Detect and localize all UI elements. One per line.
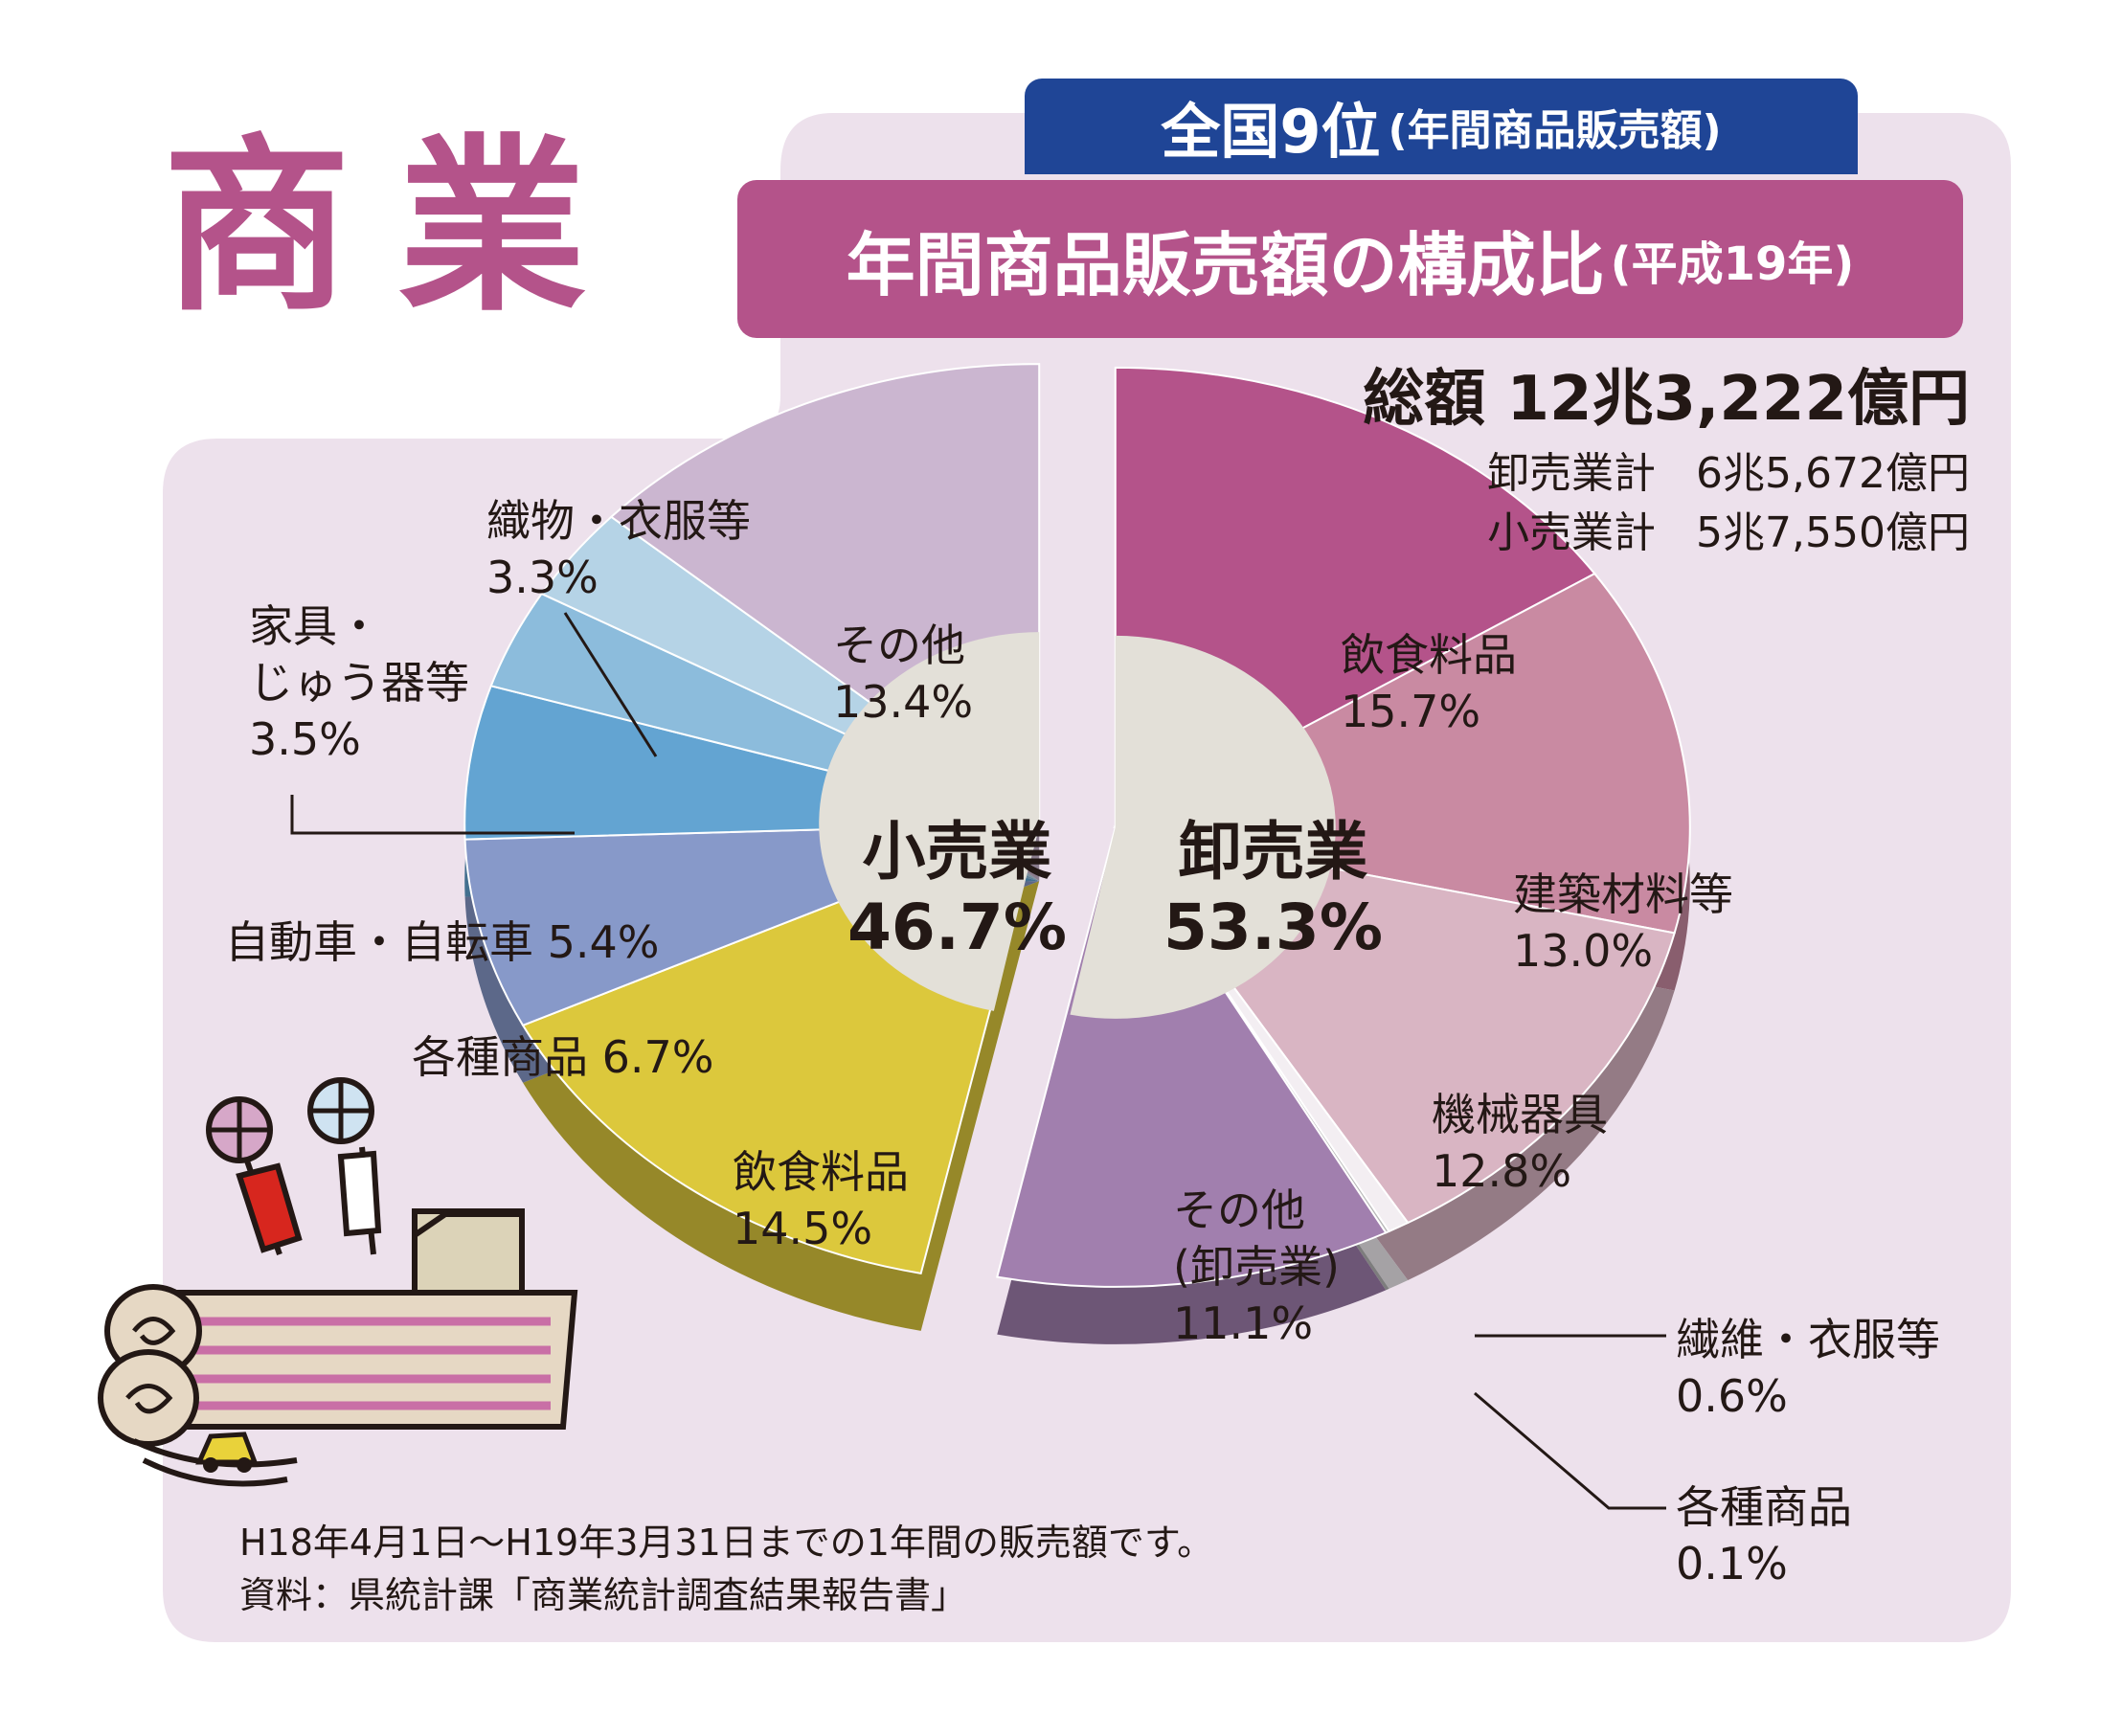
label-wholesale-food-name: 飲食料品 — [1341, 629, 1517, 681]
page-title: 商業 — [163, 119, 635, 337]
chart-subtitle: 年間商品販売額の構成比 — [846, 225, 1605, 305]
retail-subtotal: 小売業計 5兆7,550億円 — [1487, 498, 1970, 559]
label-retail-furniture-name: 家具・ — [249, 600, 381, 652]
label-wholesale-textile-name: 繊維・衣服等 — [1676, 1314, 1940, 1365]
label-wholesale-machine-name: 機械器具 — [1432, 1089, 1608, 1140]
label-retail-furniture-name-2: じゅう器等 — [249, 656, 469, 709]
label-wholesale-food-pct: 15.7% — [1341, 685, 1481, 737]
wholesale-group-percent: 53.3% — [1163, 891, 1383, 965]
label-retail-textile-pct: 3.3% — [486, 551, 599, 603]
label-wholesale-general: 各種商品 0.1% — [1676, 1479, 1852, 1592]
chart-subtitle-box: 年間商品販売額の構成比 (平成19年) — [737, 180, 1963, 338]
note-source: 資料：県統計課「商業統計調査結果報告書」 — [239, 1574, 968, 1616]
label-wholesale-other-pct: 11.1% — [1173, 1296, 1314, 1349]
label-retail-textile-name: 織物・衣服等 — [486, 495, 751, 547]
wholesale-subtotal-label: 卸売業計 — [1487, 449, 1657, 498]
label-wholesale-textile-pct: 0.6% — [1676, 1369, 1788, 1422]
label-wholesale-building: 建築材料等 13.0% — [1513, 867, 1733, 980]
label-retail-food: 飲食料品 14.5% — [733, 1144, 909, 1257]
label-wholesale-general-name: 各種商品 — [1676, 1481, 1852, 1533]
label-retail-furniture-pct: 3.5% — [249, 712, 361, 765]
label-wholesale-general-pct: 0.1% — [1676, 1537, 1788, 1589]
wholesale-subtotal: 卸売業計 6兆5,672億円 — [1487, 439, 1970, 500]
label-wholesale-other: その他 (卸売業) 11.1% — [1173, 1183, 1340, 1352]
pie-hub-group1 — [819, 632, 1040, 1011]
label-retail-auto: 自動車・自転車 5.4% — [225, 916, 660, 968]
retail-group-percent: 46.7% — [847, 891, 1067, 965]
wholesale-subtotal-value: 6兆5,672億円 — [1696, 449, 1970, 498]
rank-banner: 全国9位 (年間商品販売額) — [1025, 79, 1858, 174]
leader-lines — [290, 612, 1666, 1510]
note-period: H18年4月1日～H19年3月31日までの1年間の販売額です。 — [239, 1522, 1214, 1564]
retail-group-name: 小売業 — [862, 815, 1052, 889]
panel-background — [163, 113, 2011, 1642]
label-retail-general: 各種商品 6.7% — [412, 1031, 714, 1083]
label-wholesale-textile: 繊維・衣服等 0.6% — [1676, 1312, 1940, 1425]
shopping-arcade-illustration — [98, 1077, 578, 1487]
leader-line-wholesale-general — [1474, 1391, 1666, 1510]
retail-subtotal-label: 小売業計 — [1487, 508, 1657, 557]
label-retail-furniture: 家具・ じゅう器等 3.5% — [249, 598, 469, 768]
retail-center-label: 小売業 46.7% — [847, 814, 1067, 965]
label-wholesale-other-sub: (卸売業) — [1173, 1240, 1340, 1293]
pie-hub-group0 — [1070, 635, 1336, 1019]
label-wholesale-machine: 機械器具 12.8% — [1432, 1087, 1608, 1200]
wholesale-group-name: 卸売業 — [1178, 815, 1368, 889]
wholesale-center-label: 卸売業 53.3% — [1163, 814, 1383, 965]
rank-value: 全国9位 — [1161, 97, 1381, 167]
leader-line-textile — [563, 612, 658, 757]
total-amount: 総額 12兆3,222億円 — [1363, 364, 1970, 435]
label-wholesale-building-pct: 13.0% — [1513, 924, 1654, 977]
leader-line-furniture — [290, 795, 575, 835]
label-wholesale-other-name: その他 — [1173, 1184, 1305, 1236]
label-wholesale-machine-pct: 12.8% — [1432, 1144, 1572, 1197]
label-retail-other-pct: 13.4% — [833, 675, 974, 728]
chart-subtitle-year: (平成19年) — [1610, 237, 1855, 291]
rank-note: (年間商品販売額) — [1388, 106, 1722, 155]
label-retail-textile: 織物・衣服等 3.3% — [486, 493, 751, 606]
retail-subtotal-value: 5兆7,550億円 — [1696, 508, 1970, 557]
pie-top-layer — [463, 363, 1691, 1288]
label-retail-food-name: 飲食料品 — [733, 1146, 909, 1198]
label-retail-other: その他 13.4% — [833, 618, 973, 731]
label-wholesale-food: 飲食料品 15.7% — [1341, 627, 1517, 740]
label-retail-other-name: その他 — [833, 620, 965, 671]
label-wholesale-building-name: 建築材料等 — [1513, 868, 1733, 920]
label-retail-food-pct: 14.5% — [733, 1202, 873, 1254]
